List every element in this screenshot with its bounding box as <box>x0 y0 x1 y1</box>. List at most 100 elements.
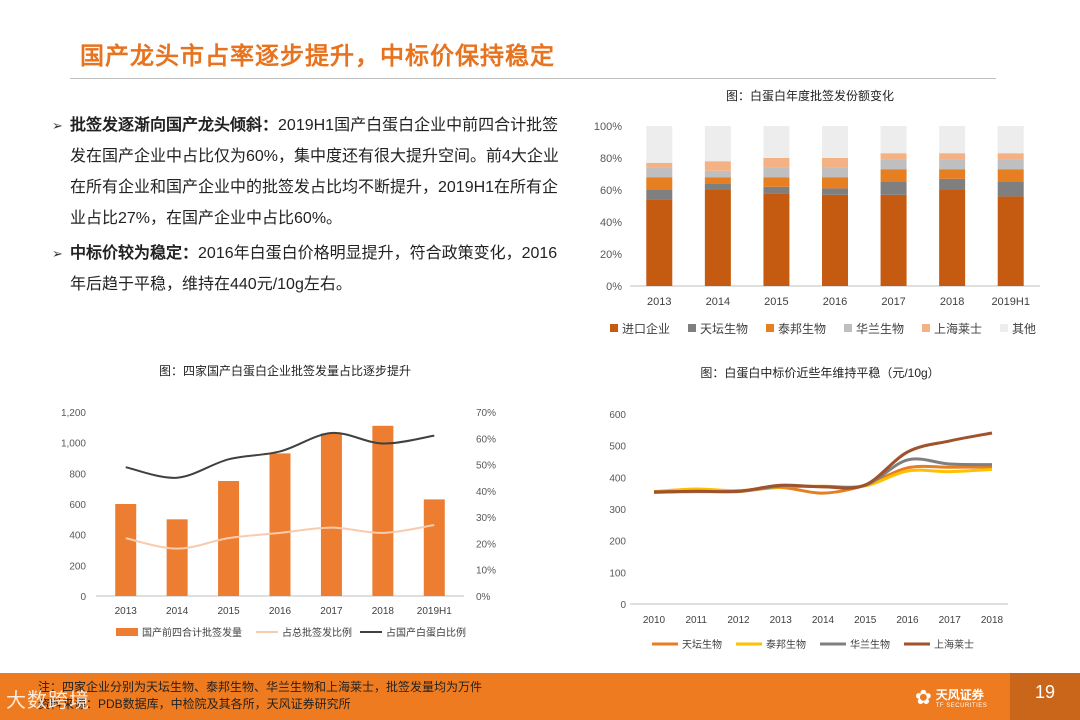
legend-swatch <box>116 628 138 636</box>
volume-chart-title: 图：四家国产白蛋白企业批签发量占比逐步提升 <box>158 364 411 378</box>
bar-segment <box>939 153 966 160</box>
bar-segment <box>997 196 1024 286</box>
bar-segment <box>997 153 1024 160</box>
legend-swatch <box>688 324 696 332</box>
x-tick-label: 2015 <box>854 615 877 626</box>
flower-icon: ✿ <box>915 686 932 709</box>
x-tick-label: 2011 <box>685 615 707 626</box>
y-tick-label-left: 1,200 <box>61 408 86 419</box>
y-tick-label-right: 20% <box>476 539 496 550</box>
bar-segment <box>763 177 790 187</box>
x-tick-label: 2018 <box>372 606 395 617</box>
bar-segment <box>704 170 731 178</box>
bar-segment <box>880 159 907 170</box>
bar-segment <box>997 159 1024 170</box>
title-divider <box>70 78 996 79</box>
x-tick-label: 2012 <box>727 615 750 626</box>
y-tick-label: 400 <box>609 473 626 484</box>
bar-segment <box>822 167 848 178</box>
y-tick-label: 20% <box>600 249 622 261</box>
bar-segment <box>763 126 790 158</box>
y-tick-label: 100 <box>609 568 626 579</box>
bar <box>320 433 342 596</box>
bar-segment <box>646 126 673 163</box>
legend-label: 占国产白蛋白比例 <box>386 626 466 639</box>
footer-note: 注：四家企业分别为天坛生物、泰邦生物、华兰生物和上海莱士，批签发量均为万件 资料… <box>38 679 578 713</box>
x-tick-label: 2018 <box>940 296 964 308</box>
x-tick-label: 2014 <box>166 606 189 617</box>
x-tick-label: 2016 <box>823 296 847 308</box>
y-tick-label: 300 <box>609 505 626 516</box>
y-tick-label: 60% <box>600 185 622 197</box>
y-tick-label-right: 10% <box>476 566 496 577</box>
legend-label: 华兰生物 <box>856 322 904 336</box>
share-chart: 0% 20% 40% 60% 80% 100% 2013 2014 2015 2016 2017 20… <box>594 121 1040 336</box>
bar-segment <box>997 126 1024 154</box>
price-chart: 0 100 200 300 400 500 600 2010 2011 2012 2013 2014 2… <box>609 410 1008 651</box>
bar-segment <box>822 158 848 168</box>
page-number: 19 <box>1034 682 1056 702</box>
bar-segment <box>939 178 966 190</box>
bar-segment <box>704 183 731 190</box>
bar-segment <box>880 194 907 286</box>
legend-label: 天坛生物 <box>700 322 748 336</box>
bar-segment <box>939 159 966 170</box>
x-tick-label: 2018 <box>981 615 1004 626</box>
y-tick-label: 100% <box>594 121 622 133</box>
bar-segment <box>704 161 731 171</box>
bullet-arrow-icon: ➢ <box>52 246 63 261</box>
y-tick-label: 0% <box>606 281 622 293</box>
page-number-box <box>1010 673 1080 720</box>
legend-swatch <box>844 324 852 332</box>
bullet-item: ➢ 批签发逐渐向国产龙头倾斜：2019H1国产白蛋白企业中前四合计批签发在国产企… <box>52 110 562 234</box>
bullet-arrow-icon: ➢ <box>52 118 63 133</box>
bar-segment <box>880 182 907 195</box>
y-tick-label-left: 400 <box>69 531 86 542</box>
x-tick-label: 2015 <box>764 296 788 308</box>
x-tick-label: 2017 <box>320 606 343 617</box>
bullet-lead: 中标价较为稳定： <box>70 245 199 262</box>
bar-segment <box>939 126 966 154</box>
y-tick-label: 500 <box>609 442 626 453</box>
y-tick-label-left: 800 <box>69 469 86 480</box>
y-tick-label: 80% <box>600 153 622 165</box>
bar-segment <box>646 167 673 178</box>
y-tick-label-right: 40% <box>476 487 496 498</box>
y-tick-label-right: 30% <box>476 513 496 524</box>
legend-label: 其他 <box>1012 322 1036 336</box>
y-tick-label-left: 200 <box>69 561 86 572</box>
x-tick-label: 2010 <box>643 615 666 626</box>
y-tick-label-left: 1,000 <box>61 439 86 450</box>
series-line <box>125 524 435 550</box>
bar-segment <box>646 177 673 190</box>
bar-segment <box>646 162 673 168</box>
bar-segment <box>763 158 790 168</box>
legend-label: 天坛生物 <box>682 638 722 651</box>
x-tick-label: 2016 <box>896 615 919 626</box>
bar-segment <box>822 126 848 158</box>
bar-segment <box>704 190 731 286</box>
y-tick-label: 600 <box>609 410 626 421</box>
legend-swatch <box>610 324 618 332</box>
bar-segment <box>704 126 731 162</box>
y-tick-label: 0 <box>620 600 626 611</box>
bar-segment <box>880 126 907 154</box>
bullet-list: ➢ 批签发逐渐向国产龙头倾斜：2019H1国产白蛋白企业中前四合计批签发在国产企… <box>52 110 562 304</box>
legend-label: 国产前四合计批签发量 <box>142 626 242 639</box>
bullet-body: 2016年白蛋白价格明显提升，符合政策变化，2016年后趋于平稳，维持在440元… <box>70 245 558 293</box>
bullet-lead: 批签发逐渐向国产龙头倾斜： <box>70 117 279 134</box>
bar-segment <box>997 182 1024 197</box>
bullet-body: 2019H1国产白蛋白企业中前四合计批签发在国产企业中占比仅为60%，集中度还有… <box>70 117 559 227</box>
bar-segment <box>939 169 966 179</box>
x-tick-label: 2017 <box>939 615 962 626</box>
x-tick-label: 2014 <box>812 615 835 626</box>
y-tick-label-right: 0% <box>476 592 491 603</box>
bar <box>269 453 291 596</box>
x-tick-label: 2013 <box>115 606 138 617</box>
x-tick-label: 2019H1 <box>417 606 452 617</box>
logo: ✿ 天风证券 TF SECURITIES <box>915 686 987 710</box>
price-chart-title: 图：白蛋白中标价近些年维持平稳（元/10g） <box>700 366 940 380</box>
bar <box>115 504 137 596</box>
bar-segment <box>822 177 848 189</box>
y-tick-label-right: 70% <box>476 408 496 419</box>
